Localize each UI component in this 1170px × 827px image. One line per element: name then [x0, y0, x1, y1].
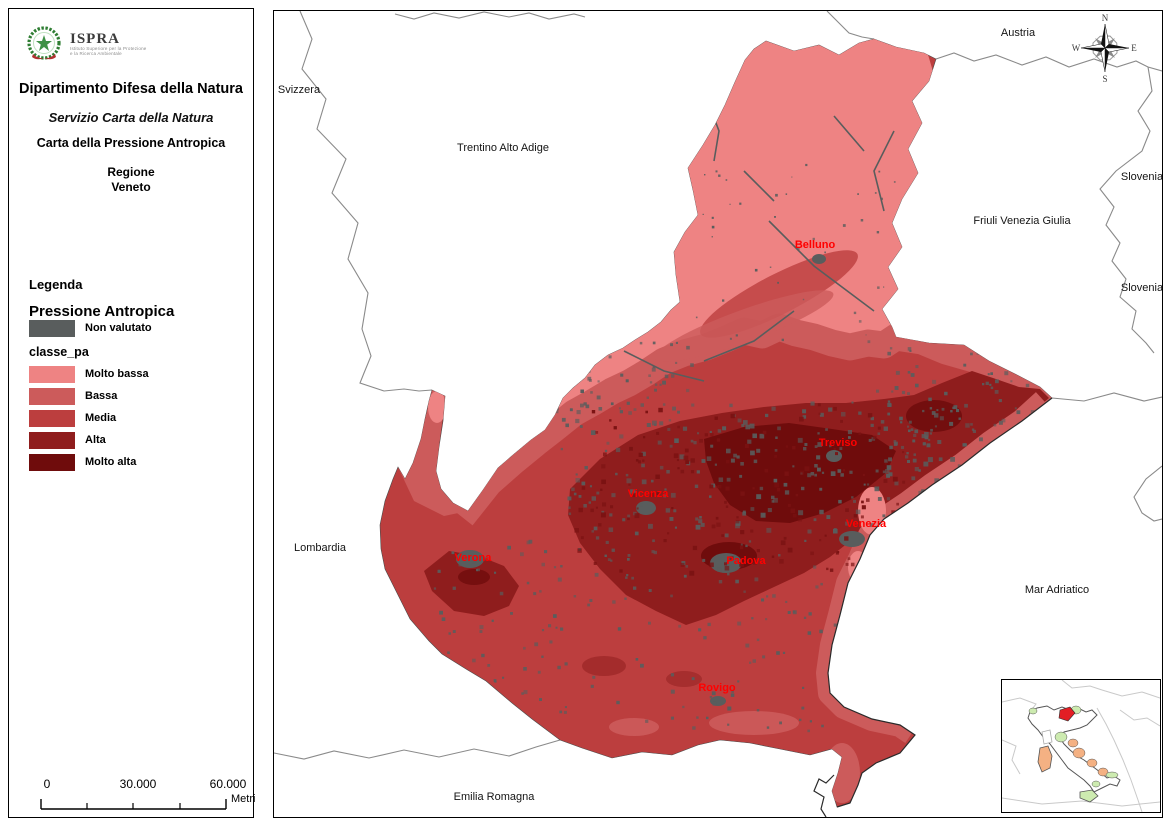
italy-inset-map — [1001, 679, 1161, 813]
ispra-wordmark: ISPRA — [70, 31, 121, 47]
city-label-treviso: Treviso — [818, 437, 858, 449]
service-title: Servizio Carta della Natura — [48, 110, 214, 125]
scale-tick-label-0: 0 — [43, 777, 51, 791]
legend-swatch-molto-bassa — [29, 365, 75, 383]
compass-s: S — [1102, 74, 1107, 84]
region-label-slovenia-5: Slovenia — [1120, 282, 1163, 294]
region-label-trentino-alto-adige-1: Trentino Alto Adige — [457, 142, 549, 154]
city-label-rovigo: Rovigo — [698, 682, 736, 694]
layer-molto-alta-verona — [458, 569, 490, 585]
map-canvas: N E S W Svizzera Trentino Alto Adige Austr… — [273, 10, 1163, 818]
map-title: Carta della Pressione Antropica — [36, 136, 226, 150]
adriatic-coastline — [813, 397, 1053, 817]
region-label-friuli-venezia-giulia-4: Friuli Venezia Giulia — [973, 215, 1071, 227]
region-title-line2: Veneto — [111, 180, 151, 194]
city-label-belluno: Belluno — [794, 239, 836, 251]
veneto-pressure-map: N E S W — [274, 11, 1162, 817]
layer-arm-pink — [428, 391, 446, 423]
compass-rose: N E S W — [1072, 13, 1138, 84]
legend-swatch-non-valutato — [29, 319, 75, 337]
inset-sardinia — [1037, 745, 1053, 773]
city-label-venezia: Venezia — [845, 518, 887, 530]
region-title: Regione Veneto — [9, 165, 253, 195]
region-label-emilia-romagna-8: Emilia Romagna — [453, 791, 535, 803]
region-label-mar-adriatico-7: Mar Adriatico — [1024, 584, 1090, 596]
ispra-logo: ISPRA Istituto Superiore per la Protezio… — [25, 21, 235, 67]
layer-lagoon-pink-4 — [836, 637, 852, 665]
scale-tick-label-30000: 30.000 — [119, 777, 157, 791]
scale-bar: 0 30.000 60.000 Metri — [9, 775, 256, 815]
region-label-austria-2: Austria — [1000, 27, 1036, 39]
legend-row-molto-bassa: Molto bassa — [29, 365, 149, 383]
legend-row-non-valutato: Non valutato — [29, 319, 152, 337]
legend-row-molto-alta: Molto alta — [29, 453, 136, 471]
legend-label-molto-alta: Molto alta — [85, 456, 137, 468]
legend-label-media: Media — [85, 412, 117, 424]
city-label-padova: Padova — [726, 555, 766, 567]
neighbor-borders — [274, 11, 1162, 760]
compass-w: W — [1072, 43, 1081, 53]
legend-label-bassa: Bassa — [85, 390, 118, 402]
inset-sicily — [1079, 789, 1099, 803]
region-title-line1: Regione — [107, 165, 155, 179]
inset-corsica — [1041, 729, 1053, 745]
department-title: Dipartimento Difesa della Natura — [19, 81, 243, 97]
legend-subtitle: Pressione Antropica — [29, 303, 175, 320]
legend-label-alta: Alta — [85, 434, 106, 446]
city-label-verona: Verona — [454, 552, 492, 564]
ispra-emblem-icon — [27, 26, 61, 60]
valley-lines — [623, 90, 895, 382]
scale-tick-label-60000: 60.000 — [209, 777, 247, 791]
italy-inset-svg — [1001, 679, 1161, 813]
inset-veneto-highlight — [1058, 706, 1076, 722]
ispra-subtitle-line1: Istituto Superiore per la Protezione — [70, 46, 147, 51]
city-label-vicenza: Vicenza — [627, 488, 669, 500]
legend-label-non-valutato: Non valutato — [85, 322, 152, 334]
pressure-class-layers — [398, 39, 1052, 803]
legend-swatch-bassa — [29, 387, 75, 405]
legend-field-name: classe_pa — [29, 345, 89, 359]
layer-molto-bassa-north — [450, 39, 974, 511]
scale-bar-rule — [40, 799, 227, 810]
legend-row-alta: Alta — [29, 431, 106, 449]
region-label-lombardia-6: Lombardia — [294, 542, 346, 554]
legend-swatch-media — [29, 409, 75, 427]
legend-title: Legenda — [29, 277, 83, 292]
region-label-svizzera-0: Svizzera — [277, 84, 321, 96]
legend-swatch-alta — [29, 431, 75, 449]
layer-arm-bassa — [398, 390, 468, 516]
ispra-subtitle-line2: e la Ricerca Ambientale — [70, 51, 122, 56]
layer-alta-south-2 — [666, 671, 702, 687]
layer-south-bassa-2 — [609, 718, 659, 736]
legend-swatch-molto-alta — [29, 453, 75, 471]
layer-valley-band-2 — [654, 290, 834, 362]
layer-south-bassa-1 — [709, 711, 799, 735]
legend-row-bassa: Bassa — [29, 387, 117, 405]
compass-e: E — [1131, 43, 1137, 53]
compass-n: N — [1102, 13, 1109, 23]
legend-row-media: Media — [29, 409, 116, 427]
layer-lagoon-pink-3 — [864, 696, 908, 716]
scale-unit-label: Metri — [231, 793, 256, 805]
inset-region-fills — [1028, 705, 1119, 788]
region-label-slovenia-3: Slovenia — [1120, 171, 1163, 183]
layer-alta-south-1 — [582, 656, 626, 676]
legend-label-molto-bassa: Molto bassa — [85, 368, 149, 380]
title-legend-panel: ISPRA Istituto Superiore per la Protezio… — [8, 8, 256, 818]
